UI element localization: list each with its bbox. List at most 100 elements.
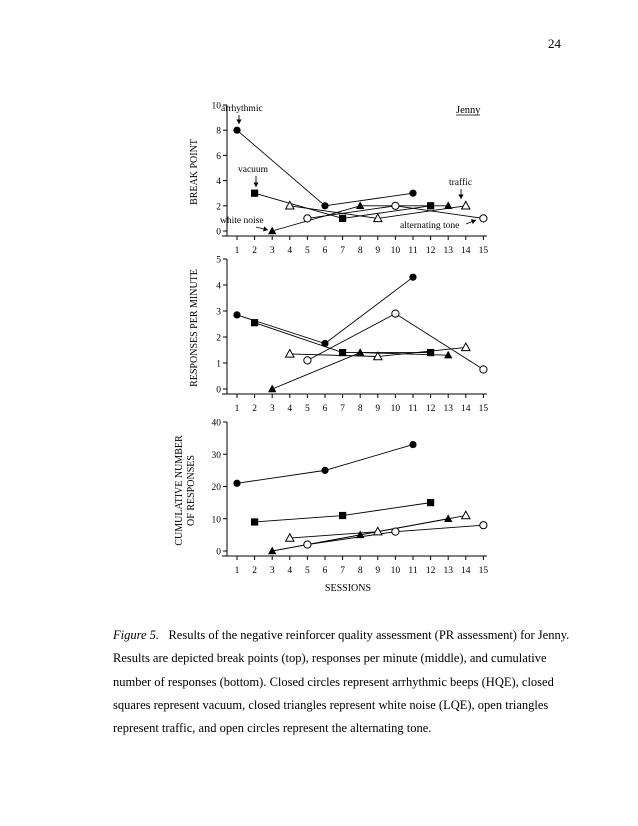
- top-data-point: [409, 189, 417, 197]
- top-x-tick-label: 9: [375, 246, 380, 256]
- middle-series-line: [254, 322, 431, 354]
- top-x-tick-label: 13: [443, 246, 453, 256]
- top-x-tick-label: 1: [235, 246, 240, 256]
- middle-y-tick-label: 2: [216, 334, 221, 344]
- bottom-x-tick-label: 5: [305, 566, 310, 576]
- middle-x-tick-label: 9: [375, 404, 380, 414]
- top-annotation-arrowhead: [470, 219, 476, 225]
- bottom-data-point: [391, 527, 400, 536]
- bottom-x-tick-label: 6: [323, 566, 328, 576]
- middle-y-axis-title: RESPONSES PER MINUTE: [189, 269, 200, 387]
- top-data-point: [268, 226, 277, 235]
- middle-data-point: [233, 311, 241, 319]
- top-data-point: [303, 214, 312, 223]
- bottom-y-tick-label: 40: [212, 419, 222, 429]
- bottom-data-point: [372, 526, 383, 536]
- top-annotation-label: alternating tone: [400, 221, 459, 231]
- bottom-y-tick-label: 10: [212, 515, 222, 525]
- top-annotation-arrowhead: [458, 194, 464, 199]
- bottom-x-tick-label: 7: [340, 566, 345, 576]
- bottom-data-point: [356, 530, 365, 539]
- bottom-y-tick-label: 30: [212, 451, 222, 461]
- top-data-point: [356, 201, 365, 209]
- bottom-series-line: [236, 444, 414, 484]
- top-y-tick-label: 0: [216, 228, 221, 238]
- middle-data-point: [284, 348, 295, 358]
- top-data-point: [339, 214, 347, 222]
- top-data-point: [251, 189, 259, 197]
- middle-data-point: [460, 341, 471, 352]
- top-y-tick-label: 4: [216, 177, 221, 187]
- middle-x-tick-label: 7: [340, 404, 345, 414]
- bottom-x-tick-label: 13: [443, 566, 453, 576]
- bottom-x-tick-label: 14: [461, 566, 471, 576]
- bottom-data-point: [303, 540, 312, 549]
- top-annotation-label: white noise: [220, 216, 264, 226]
- middle-x-tick-label: 15: [479, 404, 489, 414]
- bottom-data-point: [321, 466, 329, 474]
- middle-y-tick-label: 3: [216, 308, 221, 318]
- top-data-point: [321, 202, 329, 210]
- middle-x-tick-label: 11: [408, 404, 417, 414]
- middle-y-tick-label: 0: [216, 386, 221, 396]
- bottom-y-tick-label: 20: [212, 483, 222, 493]
- top-annotation-label: arrhythmic: [221, 104, 263, 114]
- bottom-data-point: [251, 518, 259, 526]
- bottom-data-point: [409, 440, 417, 449]
- figure-caption: Figure 5. Results of the negative reinfo…: [113, 624, 583, 740]
- middle-series-line: [307, 313, 484, 370]
- top-y-axis-title: BREAK POINT: [189, 139, 200, 205]
- middle-data-point: [427, 349, 435, 357]
- bottom-data-point: [460, 510, 471, 520]
- bottom-y-tick-label: 0: [216, 548, 221, 558]
- middle-x-tick-label: 5: [305, 404, 310, 414]
- middle-data-point: [409, 273, 417, 281]
- top-data-point: [427, 202, 435, 210]
- middle-data-point: [251, 319, 259, 327]
- top-data-point: [460, 200, 471, 210]
- top-x-tick-label: 4: [287, 246, 292, 256]
- middle-data-point: [391, 309, 400, 318]
- middle-x-tick-label: 14: [461, 404, 471, 414]
- middle-data-point: [356, 348, 365, 356]
- middle-x-tick-label: 2: [252, 404, 257, 414]
- top-y-tick-label: 8: [216, 127, 221, 137]
- middle-data-point: [372, 351, 383, 361]
- middle-x-tick-label: 10: [391, 404, 401, 414]
- bottom-x-tick-label: 2: [252, 566, 257, 576]
- middle-y-tick-label: 5: [216, 256, 221, 266]
- bottom-data-point: [339, 511, 347, 520]
- top-data-point: [233, 126, 241, 134]
- middle-x-tick-label: 3: [270, 404, 275, 414]
- top-y-tick-label: 10: [212, 102, 222, 112]
- top-data-point: [284, 200, 295, 210]
- top-x-tick-label: 15: [479, 246, 489, 256]
- middle-x-tick-label: 13: [443, 404, 453, 414]
- bottom-x-tick-label: 3: [270, 566, 275, 576]
- top-chart-title: Jenny: [456, 105, 481, 116]
- bottom-x-tick-label: 11: [408, 566, 417, 576]
- middle-series-line: [272, 352, 449, 390]
- bottom-y-axis-title: OF RESPONSES: [186, 455, 197, 526]
- bottom-data-point: [268, 546, 277, 555]
- top-x-tick-label: 3: [270, 246, 275, 256]
- bottom-data-point: [233, 479, 241, 487]
- top-data-point: [372, 212, 383, 223]
- top-data-point: [444, 201, 453, 209]
- bottom-x-tick-label: 8: [358, 566, 363, 576]
- bottom-data-point: [444, 514, 453, 522]
- middle-series-line: [236, 276, 414, 345]
- middle-data-point: [444, 350, 453, 359]
- top-x-tick-label: 12: [426, 246, 436, 256]
- top-x-tick-label: 7: [340, 246, 345, 256]
- bottom-x-tick-label: 1: [235, 566, 240, 576]
- top-y-tick-label: 6: [216, 152, 221, 162]
- middle-x-tick-label: 1: [235, 404, 240, 414]
- middle-x-tick-label: 6: [323, 404, 328, 414]
- bottom-data-point: [284, 532, 295, 542]
- bottom-y-axis-title: CUMULATIVE NUMBER: [174, 435, 185, 546]
- top-data-point: [479, 214, 488, 223]
- middle-data-point: [479, 365, 488, 374]
- top-annotation-label: vacuum: [238, 165, 269, 175]
- bottom-data-point: [479, 521, 488, 530]
